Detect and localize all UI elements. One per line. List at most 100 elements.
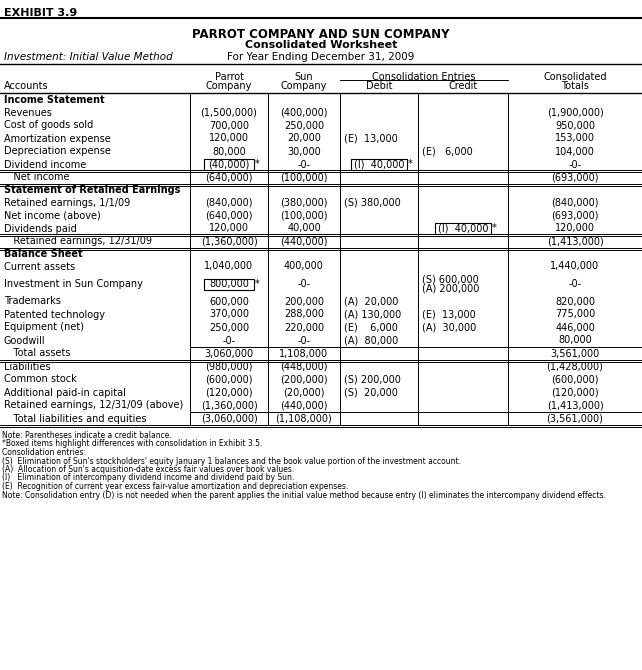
Text: (100,000): (100,000) <box>281 172 328 182</box>
Text: 20,000: 20,000 <box>287 133 321 143</box>
Text: Depreciation expense: Depreciation expense <box>4 147 111 157</box>
Text: (1,360,000): (1,360,000) <box>200 237 257 247</box>
Text: (1,428,000): (1,428,000) <box>546 362 603 371</box>
Text: Credit: Credit <box>448 81 478 91</box>
Text: Debit: Debit <box>366 81 392 91</box>
Text: 40,000: 40,000 <box>287 224 321 234</box>
Text: Patented technology: Patented technology <box>4 310 105 320</box>
Text: Current assets: Current assets <box>4 261 75 271</box>
Text: 120,000: 120,000 <box>209 224 249 234</box>
Text: (I)  40,000: (I) 40,000 <box>354 159 404 170</box>
Text: Amortization expense: Amortization expense <box>4 133 111 143</box>
Text: 220,000: 220,000 <box>284 322 324 332</box>
Text: (E)  13,000: (E) 13,000 <box>422 310 476 320</box>
Text: 3,060,000: 3,060,000 <box>204 348 254 358</box>
Text: 120,000: 120,000 <box>209 133 249 143</box>
Text: (1,900,000): (1,900,000) <box>546 107 603 117</box>
Text: -0-: -0- <box>568 159 582 170</box>
Text: (S) 380,000: (S) 380,000 <box>344 198 401 208</box>
Text: *: * <box>255 159 260 170</box>
Text: (I)   Elimination of intercompany dividend income and dividend paid by Sun.: (I) Elimination of intercompany dividend… <box>2 474 294 482</box>
Text: (380,000): (380,000) <box>281 198 328 208</box>
Text: 80,000: 80,000 <box>558 336 592 346</box>
Text: -0-: -0- <box>568 279 582 289</box>
Text: 288,000: 288,000 <box>284 310 324 320</box>
Text: 600,000: 600,000 <box>209 297 249 306</box>
Text: Company: Company <box>206 81 252 91</box>
Text: -0-: -0- <box>297 279 311 289</box>
Text: -0-: -0- <box>222 336 236 346</box>
Text: 370,000: 370,000 <box>209 310 249 320</box>
Text: Dividends paid: Dividends paid <box>4 224 77 234</box>
Text: (E)    6,000: (E) 6,000 <box>344 322 398 332</box>
Text: (A) 200,000: (A) 200,000 <box>422 283 480 293</box>
Text: (I)  40,000: (I) 40,000 <box>438 224 489 234</box>
Text: (440,000): (440,000) <box>281 237 328 247</box>
Text: (1,413,000): (1,413,000) <box>546 237 603 247</box>
Text: (1,360,000): (1,360,000) <box>200 401 257 411</box>
Text: 446,000: 446,000 <box>555 322 595 332</box>
Text: -0-: -0- <box>297 159 311 170</box>
Text: 120,000: 120,000 <box>555 224 595 234</box>
Bar <box>435 223 491 234</box>
Text: (A)  80,000: (A) 80,000 <box>344 336 398 346</box>
Text: Trademarks: Trademarks <box>4 297 61 306</box>
Text: Accounts: Accounts <box>4 81 49 91</box>
Text: (600,000): (600,000) <box>551 375 599 385</box>
Text: Consolidated: Consolidated <box>543 72 607 82</box>
Text: (S) 600,000: (S) 600,000 <box>422 275 479 285</box>
Text: Sun: Sun <box>295 72 313 82</box>
Text: Totals: Totals <box>561 81 589 91</box>
Text: 950,000: 950,000 <box>555 121 595 131</box>
Text: (E)   6,000: (E) 6,000 <box>422 147 473 157</box>
Text: Revenues: Revenues <box>4 107 52 117</box>
Text: (S)  Elimination of Sun's stockholders' equity January 1 balances and the book v: (S) Elimination of Sun's stockholders' e… <box>2 456 461 466</box>
Text: (1,413,000): (1,413,000) <box>546 401 603 411</box>
Text: Company: Company <box>281 81 327 91</box>
Text: Investment in Sun Company: Investment in Sun Company <box>4 279 143 289</box>
Text: Consolidation Entries: Consolidation Entries <box>372 72 476 82</box>
Text: (600,000): (600,000) <box>205 375 253 385</box>
Text: Note: Consolidation entry (D) is not needed when the parent applies the initial : Note: Consolidation entry (D) is not nee… <box>2 490 606 500</box>
Text: 1,108,000: 1,108,000 <box>279 348 329 358</box>
Text: (3,561,000): (3,561,000) <box>546 413 603 423</box>
Text: Income Statement: Income Statement <box>4 95 105 105</box>
Text: 775,000: 775,000 <box>555 310 595 320</box>
Text: *: * <box>408 159 413 170</box>
Text: 820,000: 820,000 <box>555 297 595 306</box>
Text: Total liabilities and equities: Total liabilities and equities <box>4 413 146 423</box>
Text: (640,000): (640,000) <box>205 210 253 220</box>
Text: (S)  20,000: (S) 20,000 <box>344 387 398 397</box>
Text: 250,000: 250,000 <box>209 322 249 332</box>
Text: (200,000): (200,000) <box>280 375 328 385</box>
Text: For Year Ending December 31, 2009: For Year Ending December 31, 2009 <box>227 52 415 62</box>
Text: (640,000): (640,000) <box>205 172 253 182</box>
Bar <box>204 159 254 170</box>
Text: Parrot: Parrot <box>214 72 243 82</box>
Text: Retained earnings, 12/31/09 (above): Retained earnings, 12/31/09 (above) <box>4 401 183 411</box>
Text: Consolidated Worksheet: Consolidated Worksheet <box>245 40 397 50</box>
Text: 700,000: 700,000 <box>209 121 249 131</box>
Text: (A) 130,000: (A) 130,000 <box>344 310 401 320</box>
Text: (120,000): (120,000) <box>551 387 599 397</box>
Text: Retained earnings, 1/1/09: Retained earnings, 1/1/09 <box>4 198 130 208</box>
Text: (693,000): (693,000) <box>551 172 599 182</box>
Text: 80,000: 80,000 <box>212 147 246 157</box>
Text: (A)  30,000: (A) 30,000 <box>422 322 476 332</box>
Text: Balance Sheet: Balance Sheet <box>4 249 83 259</box>
Bar <box>204 279 254 289</box>
Text: Statement of Retained Earnings: Statement of Retained Earnings <box>4 185 180 195</box>
Text: 200,000: 200,000 <box>284 297 324 306</box>
Text: -0-: -0- <box>297 336 311 346</box>
Text: Common stock: Common stock <box>4 375 77 385</box>
Text: 30,000: 30,000 <box>287 147 321 157</box>
Text: Net income (above): Net income (above) <box>4 210 101 220</box>
Text: (40,000): (40,000) <box>208 159 250 170</box>
Text: (400,000): (400,000) <box>281 107 328 117</box>
Text: (120,000): (120,000) <box>205 387 253 397</box>
Text: 1,040,000: 1,040,000 <box>204 261 254 271</box>
Text: 153,000: 153,000 <box>555 133 595 143</box>
Text: 800,000: 800,000 <box>209 279 249 289</box>
Text: 104,000: 104,000 <box>555 147 595 157</box>
Text: (3,060,000): (3,060,000) <box>200 413 257 423</box>
